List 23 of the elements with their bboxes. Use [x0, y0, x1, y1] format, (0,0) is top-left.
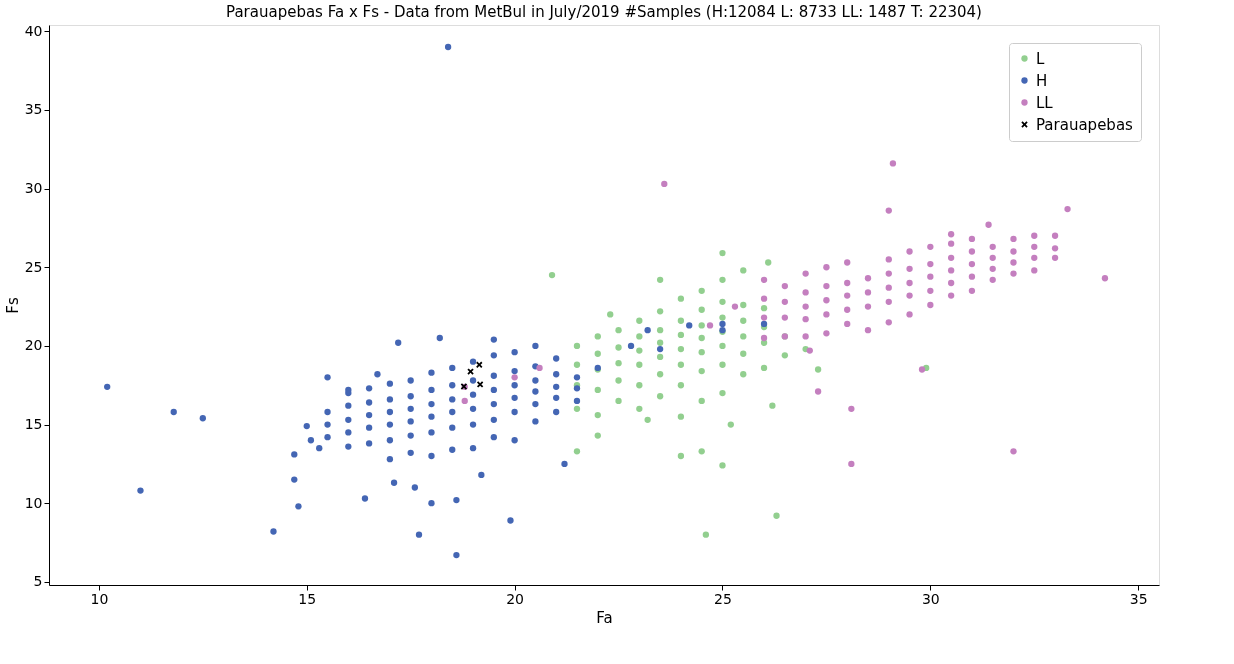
y-axis-title: Fs: [3, 297, 22, 314]
y-tick-label: 15: [24, 416, 43, 433]
x-tick-label: 30: [921, 590, 940, 607]
y-tick-label: 10: [24, 494, 43, 511]
y-tick-label: 35: [24, 101, 43, 118]
legend-label: H: [1036, 71, 1048, 90]
legend-label: L: [1036, 49, 1045, 68]
y-tick-label: 40: [24, 22, 43, 39]
x-tick-label: 35: [1129, 590, 1148, 607]
y-tick-label: 25: [24, 258, 43, 275]
x-axis-title: Fa: [596, 608, 613, 627]
point: [467, 368, 474, 375]
legend-label: LL: [1036, 93, 1054, 112]
x-tick-label: 25: [714, 590, 732, 607]
x-tick-label: 15: [298, 590, 317, 607]
y-tick-label: 20: [24, 337, 43, 354]
y-tick-label: 5: [33, 573, 43, 590]
point: [476, 361, 483, 368]
x-tick-label: 10: [90, 590, 109, 607]
y-tick-label: 30: [24, 180, 43, 197]
chart-title: Parauapebas Fa x Fs - Data from MetBul in July/2019 #Samples (H:12084 L: 8733 LL: 1487 T: 22304): [226, 3, 982, 22]
legend-label: Parauapebas: [1036, 115, 1134, 134]
x-tick-label: 20: [506, 590, 525, 607]
